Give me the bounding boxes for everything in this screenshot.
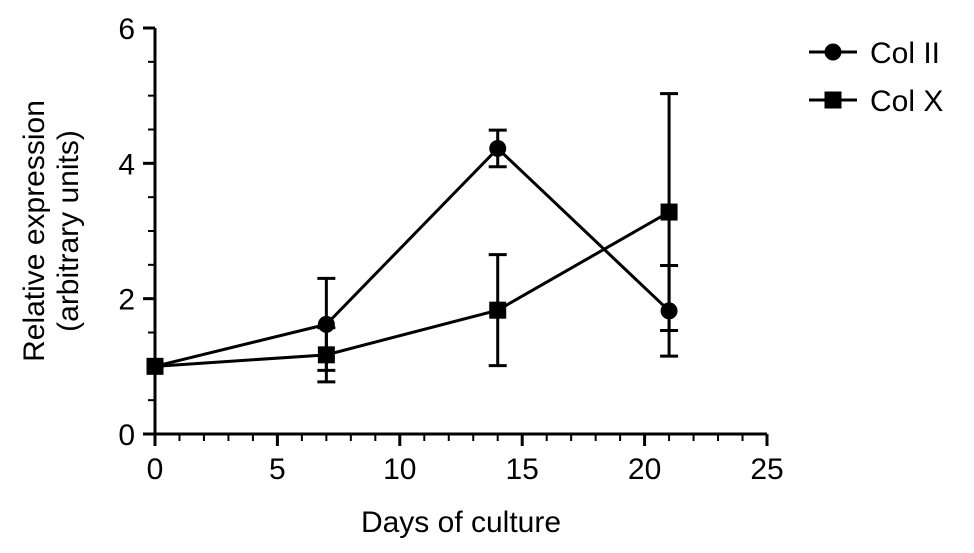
x-tick-label: 20 <box>628 453 661 486</box>
x-axis-ticks: 0 5 10 15 20 25 <box>147 434 784 486</box>
legend-item-col-ii: Col II <box>809 37 940 70</box>
y-axis-title: Relative expression (arbitrary units) <box>18 100 85 362</box>
series-line-col-ii <box>154 146 671 368</box>
series-col-x <box>146 92 679 384</box>
x-tick-label: 0 <box>147 453 164 486</box>
data-point-square <box>317 346 335 364</box>
legend-item-col-x: Col X <box>809 85 943 118</box>
x-tick-label: 10 <box>383 453 416 486</box>
x-tick-label: 5 <box>269 453 286 486</box>
y-tick-label: 2 <box>118 284 135 317</box>
x-axis-title: Days of culture <box>361 506 561 539</box>
axes <box>153 28 767 436</box>
data-point-square <box>489 301 507 319</box>
x-tick-label: 15 <box>506 453 539 486</box>
legend-marker-square <box>824 91 842 109</box>
series-layer <box>146 92 679 384</box>
legend-marker-circle <box>824 43 842 61</box>
legend-label: Col X <box>870 85 943 118</box>
y-axis-ticks: 0 2 4 6 <box>118 13 155 452</box>
data-point-square <box>660 203 678 221</box>
y-tick-label: 4 <box>118 148 135 181</box>
y-tick-label: 6 <box>118 13 135 46</box>
legend: Col II Col X <box>809 37 943 118</box>
x-tick-label: 25 <box>750 453 783 486</box>
y-axis-title-line: Relative expression <box>18 100 51 362</box>
data-point-square <box>146 357 164 375</box>
y-axis-title-line: (arbitrary units) <box>52 130 85 332</box>
series-line-col-x <box>154 210 670 368</box>
data-point-circle <box>489 139 507 157</box>
y-tick-label: 0 <box>118 419 135 452</box>
legend-label: Col II <box>870 37 940 70</box>
